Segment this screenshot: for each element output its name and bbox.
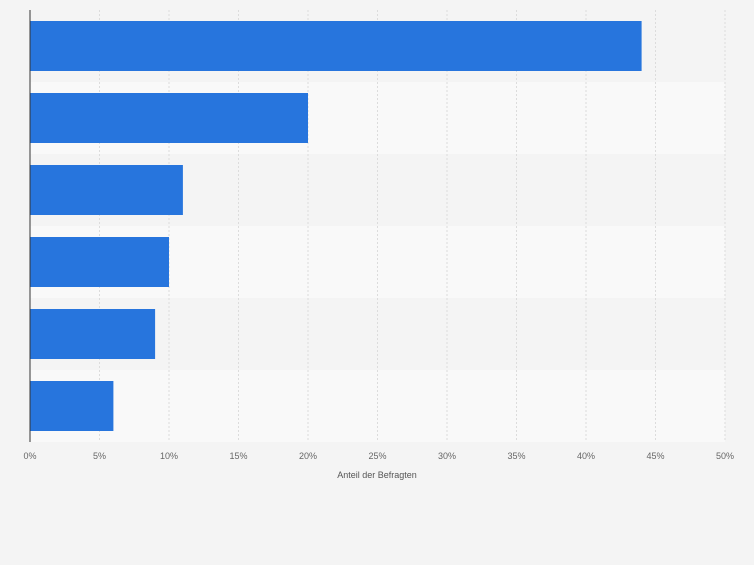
x-tick-labels: 0% 5% 10% 15% 20% 25% 30% 35% 40% 45% 50% [23, 451, 734, 461]
x-tick-label: 0% [23, 451, 36, 461]
bars [30, 21, 642, 431]
x-tick-label: 45% [646, 451, 664, 461]
bar [30, 165, 183, 215]
x-tick-label: 20% [299, 451, 317, 461]
x-tick-label: 15% [229, 451, 247, 461]
x-tick-label: 10% [160, 451, 178, 461]
bar [30, 309, 156, 359]
bar [30, 237, 169, 287]
bar [30, 381, 114, 431]
bar [30, 21, 642, 71]
x-tick-label: 40% [577, 451, 595, 461]
x-axis-label: Anteil der Befragten [337, 470, 417, 480]
x-tick-label: 25% [368, 451, 386, 461]
x-tick-label: 50% [716, 451, 734, 461]
x-tick-label: 35% [507, 451, 525, 461]
x-tick-label: 5% [93, 451, 106, 461]
x-tick-label: 30% [438, 451, 456, 461]
gridlines [99, 10, 726, 442]
bar [30, 93, 308, 143]
